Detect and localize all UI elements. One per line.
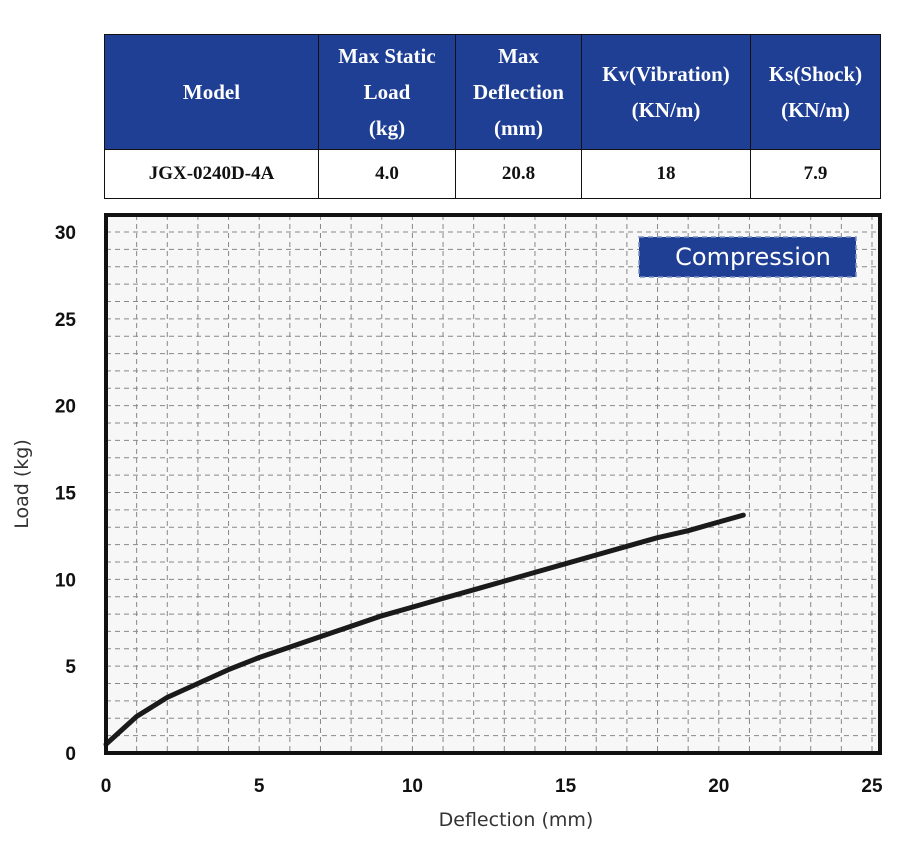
- spec-data-row: JGX-0240D-4A 4.0 20.8 18 7.9: [104, 149, 881, 199]
- header-kv-vibration: Kv(Vibration) (KN/m): [581, 34, 751, 150]
- grid-lines: [106, 215, 880, 753]
- cell-kv-vibration: 18: [581, 149, 751, 199]
- cell-max-deflection: 20.8: [455, 149, 582, 199]
- legend-label: Compression: [675, 243, 831, 271]
- x-axis-title: Deflection (mm): [439, 809, 594, 831]
- y-tick-label: 0: [65, 744, 76, 765]
- load-deflection-chart: 0 5 10 15 20 25 0 5 10 15 20 25 30 Compression Defle…: [11, 213, 883, 831]
- x-tick-label: 15: [555, 776, 577, 797]
- header-kv-vibration-line2: (KN/m): [631, 98, 701, 122]
- series-line-compression: [103, 512, 746, 747]
- x-tick-label: 10: [402, 776, 423, 797]
- header-max-static-load-line2: Load: [363, 80, 411, 104]
- legend: Compression: [638, 236, 857, 278]
- cell-model: JGX-0240D-4A: [104, 149, 319, 199]
- y-tick-label: 5: [65, 657, 76, 678]
- cell-max-static-load: 4.0: [318, 149, 456, 199]
- header-ks-shock-line2: (KN/m): [781, 98, 850, 122]
- y-tick-label: 25: [55, 310, 77, 331]
- spec-header-row: Model Max Static Load (kg) Max Deflectio…: [104, 34, 881, 150]
- y-axis-title: Load (kg): [11, 439, 33, 529]
- header-max-static-load: Max Static Load (kg): [318, 34, 456, 150]
- header-max-deflection-line2: Deflection: [473, 80, 564, 104]
- y-tick-label: 15: [55, 484, 77, 505]
- header-ks-shock-line1: Ks(Shock): [768, 62, 863, 86]
- cell-ks-shock: 7.9: [750, 149, 881, 199]
- header-model-text: Model: [182, 80, 241, 104]
- plot-area: [106, 215, 880, 753]
- header-max-static-load-line1: Max Static: [338, 44, 436, 68]
- header-kv-vibration-line1: Kv(Vibration): [602, 62, 730, 86]
- tick-labels: 0 5 10 15 20 25 0 5 10 15 20 25 30: [55, 223, 883, 797]
- x-tick-label: 20: [708, 776, 729, 797]
- header-max-deflection: Max Deflection (mm): [455, 34, 582, 150]
- header-ks-shock: Ks(Shock) (KN/m): [750, 34, 881, 150]
- x-tick-label: 5: [254, 776, 265, 797]
- header-max-deflection-line1: Max: [498, 44, 539, 68]
- y-tick-label: 30: [55, 223, 76, 244]
- y-tick-label: 10: [55, 570, 76, 591]
- x-tick-label: 0: [101, 776, 112, 797]
- plot-frame: [104, 213, 882, 755]
- header-max-deflection-line3: (mm): [494, 116, 543, 140]
- y-tick-label: 20: [55, 397, 76, 418]
- series-layer: [103, 512, 746, 747]
- header-max-static-load-line3: (kg): [368, 116, 406, 140]
- legend-box: [638, 236, 857, 278]
- x-tick-label: 25: [861, 776, 883, 797]
- spec-table: Model Max Static Load (kg) Max Deflectio…: [104, 34, 881, 199]
- header-model: Model: [104, 34, 319, 150]
